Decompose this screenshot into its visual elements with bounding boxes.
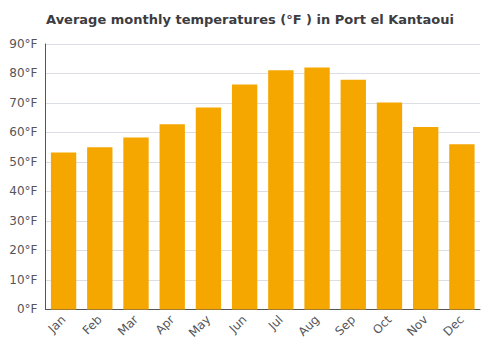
svg-text:May: May xyxy=(186,313,213,340)
svg-text:40°F: 40°F xyxy=(9,184,37,198)
svg-text:Dec: Dec xyxy=(441,313,467,339)
svg-text:50°F: 50°F xyxy=(9,155,37,169)
svg-text:Feb: Feb xyxy=(80,313,105,338)
svg-text:Aug: Aug xyxy=(296,313,322,339)
svg-text:Mar: Mar xyxy=(115,312,141,338)
svg-text:Sep: Sep xyxy=(332,313,358,339)
svg-text:Jun: Jun xyxy=(226,313,250,337)
svg-text:20°F: 20°F xyxy=(9,243,37,257)
svg-text:Oct: Oct xyxy=(370,312,395,337)
svg-text:30°F: 30°F xyxy=(9,214,37,228)
svg-text:10°F: 10°F xyxy=(9,273,37,287)
svg-text:60°F: 60°F xyxy=(9,125,37,139)
svg-text:90°F: 90°F xyxy=(9,37,37,51)
svg-text:Nov: Nov xyxy=(404,313,430,339)
svg-text:Average monthly temperatures (: Average monthly temperatures (°F ) in Po… xyxy=(46,12,454,27)
svg-text:80°F: 80°F xyxy=(9,66,37,80)
svg-text:70°F: 70°F xyxy=(9,96,37,110)
svg-text:Apr: Apr xyxy=(153,312,178,337)
svg-text:Jul: Jul xyxy=(265,313,286,334)
svg-text:Jan: Jan xyxy=(45,313,69,337)
svg-text:0°F: 0°F xyxy=(17,302,38,316)
